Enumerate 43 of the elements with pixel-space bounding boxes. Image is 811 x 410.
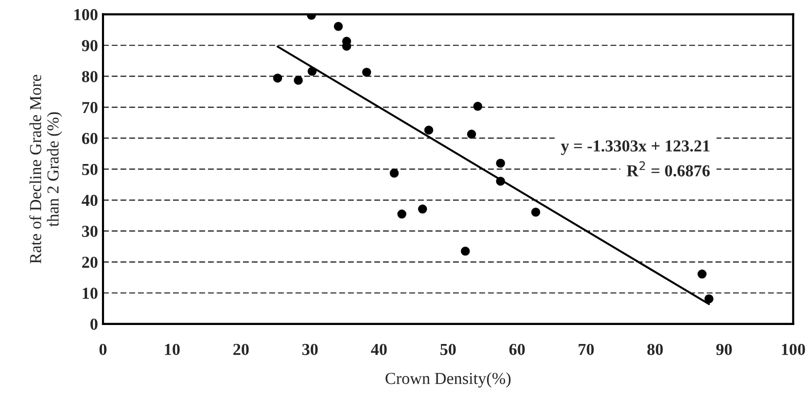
point [308,66,317,76]
x-tick-label: 80 [647,344,663,356]
point [496,176,506,186]
y-tick-label: 50 [82,164,98,176]
x-tick-label: 0 [99,344,107,356]
point [397,210,406,219]
x-tick-label: 50 [440,344,456,356]
point [473,102,482,111]
x-tick-label: 10 [165,344,180,356]
annotation: y = -1.3303x + 123.21 [560,140,710,156]
point [704,294,714,304]
point [496,158,506,168]
y-tick-label: 100 [74,9,98,20]
point [294,76,303,85]
point [698,270,707,279]
y-tick-label: 60 [82,132,98,144]
y-tick-label: 90 [82,40,98,52]
y-tick-label: 10 [82,288,98,299]
x-tick-label: 70 [578,344,594,356]
x-tick-label: 20 [233,344,249,356]
y-tick-label: 30 [82,226,98,237]
point [467,130,476,139]
point [362,68,372,77]
x-tick-label: 60 [509,344,525,356]
y-tick-label: 70 [82,102,98,114]
y-axis-title: Rate of Decline Grade More than 2 Grade (%) [29,74,62,264]
y-tick-label: 40 [82,194,98,206]
annotation: R$^{2}$ = 0.6876 [626,161,710,177]
x-tick-label: 40 [370,344,387,356]
x-tick-label: 30 [302,344,318,356]
point [334,22,343,31]
point [424,126,434,135]
x-tick-label: 100 [782,344,806,356]
y-tick-label: 0 [90,318,98,330]
x-tick-label: 90 [716,344,732,356]
x-axis-title: Crown Density(%) [386,372,511,388]
point [460,246,470,256]
point [531,208,540,217]
point [418,204,428,214]
point [273,74,282,83]
y-tick-label: 20 [82,256,98,268]
point [390,168,399,178]
y-tick-label: 80 [82,70,98,82]
